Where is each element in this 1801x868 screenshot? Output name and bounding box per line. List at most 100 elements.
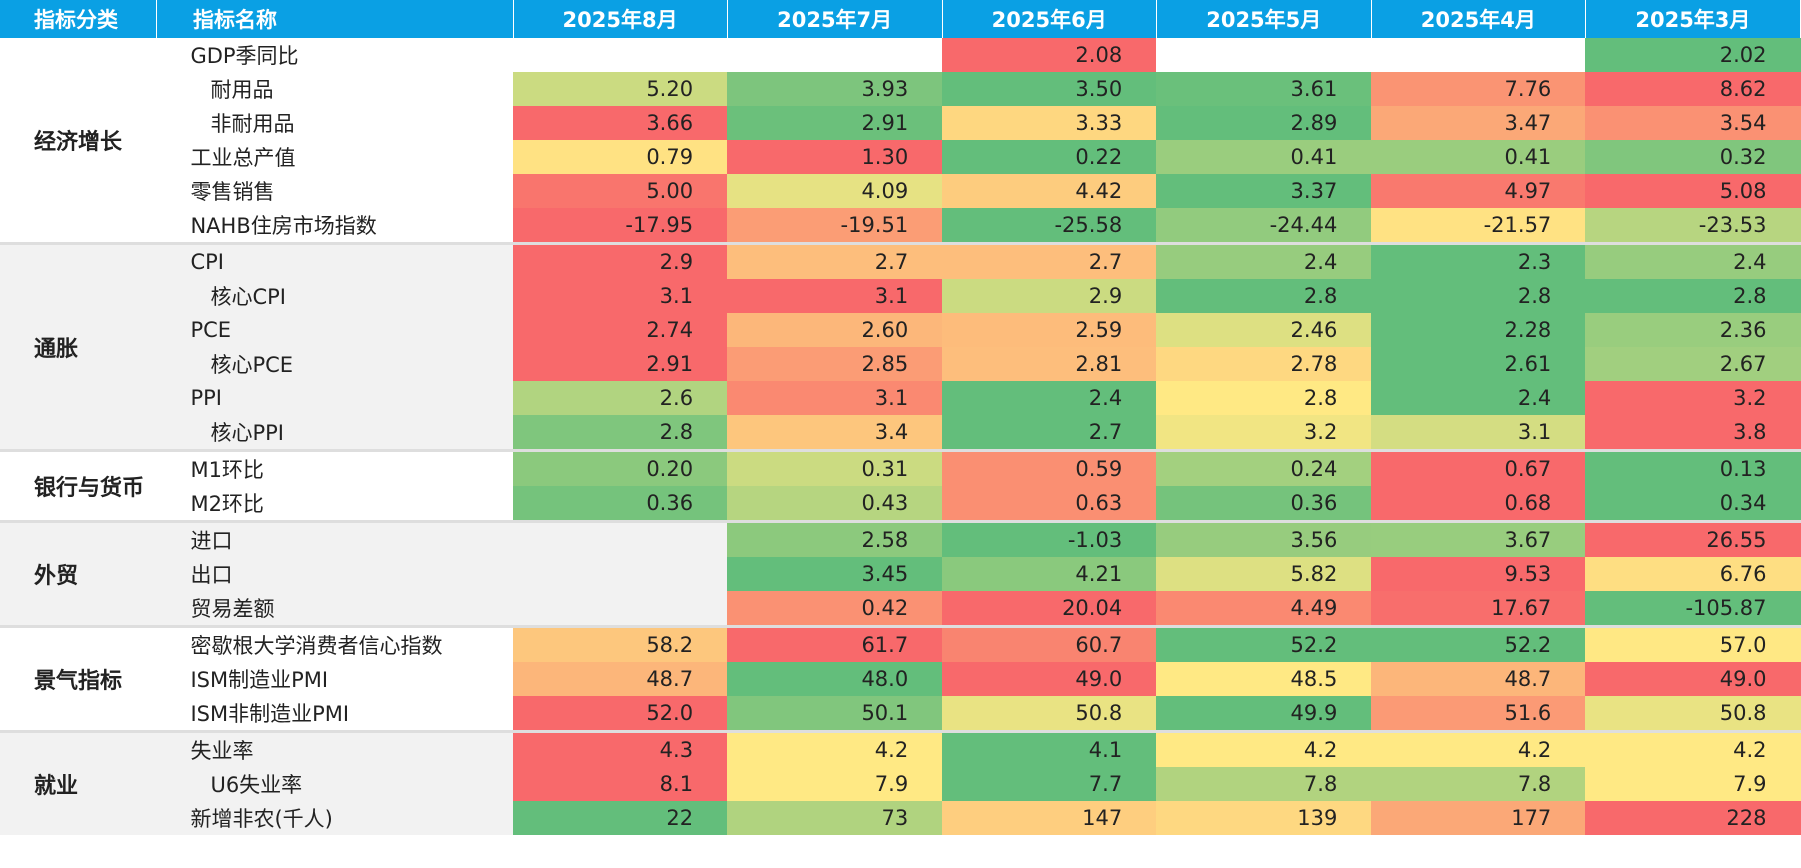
value-cell: 5.08 (1585, 174, 1801, 208)
value-cell: 2.8 (513, 415, 728, 451)
value-cell: 3.61 (1156, 72, 1372, 106)
indicator-name: 新增非农(千人) (156, 801, 514, 835)
value-cell: 177 (1371, 801, 1586, 835)
value-cell: 3.56 (1156, 520, 1372, 557)
value-cell: 0.67 (1371, 449, 1586, 486)
value-cell: 0.22 (942, 140, 1157, 174)
value-cell: 4.21 (942, 557, 1157, 591)
value-cell: 22 (513, 801, 728, 835)
value-cell: 7.8 (1156, 767, 1372, 801)
value-cell: 4.2 (1371, 730, 1586, 767)
value-cell: 7.8 (1371, 767, 1586, 801)
value-cell: 228 (1585, 801, 1801, 835)
value-cell: 4.97 (1371, 174, 1586, 208)
value-cell: 48.0 (727, 662, 943, 696)
value-cell: 3.66 (513, 106, 728, 140)
empty-cell (727, 38, 943, 72)
indicator-row: 核心CPI 3.1 3.1 2.9 2.8 2.8 2.8 (0, 279, 1801, 313)
value-cell: 2.4 (1585, 242, 1801, 279)
value-cell: 60.7 (942, 625, 1157, 662)
value-cell: 3.50 (942, 72, 1157, 106)
indicator-name: PCE (156, 313, 514, 347)
value-cell: 0.41 (1371, 140, 1586, 174)
header-month: 2025年3月 (1585, 0, 1801, 38)
indicator-name: M2环比 (156, 486, 514, 522)
indicator-name: 密歇根大学消费者信心指数 (156, 625, 514, 662)
value-cell: 2.60 (727, 313, 943, 347)
empty-cell (1156, 38, 1372, 72)
value-cell: 3.37 (1156, 174, 1372, 208)
value-cell: 3.1 (727, 279, 943, 313)
empty-cell (513, 520, 728, 557)
header-month: 2025年5月 (1156, 0, 1372, 38)
value-cell: 6.76 (1585, 557, 1801, 591)
value-cell: 49.0 (942, 662, 1157, 696)
indicator-row: PPI 2.6 3.1 2.4 2.8 2.4 3.2 (0, 381, 1801, 415)
indicator-row: 核心PCE 2.91 2.85 2.81 2.78 2.61 2.67 (0, 347, 1801, 381)
indicator-name: M1环比 (156, 449, 514, 486)
indicator-row: 经济增长 GDP季同比 2.08 2.02 (0, 38, 1801, 244)
value-cell: 61.7 (727, 625, 943, 662)
indicator-name: 耐用品 (156, 72, 514, 106)
value-cell: 0.36 (1156, 486, 1372, 522)
header-indicator-name: 指标名称 (156, 0, 514, 38)
value-cell: 2.67 (1585, 347, 1801, 381)
value-cell: 2.78 (1156, 347, 1372, 381)
value-cell: 3.67 (1371, 520, 1586, 557)
indicator-name: 工业总产值 (156, 140, 514, 174)
indicator-row: 贸易差额 0.42 20.04 4.49 17.67 -105.87 (0, 591, 1801, 627)
empty-cell (513, 557, 728, 591)
indicator-name: 贸易差额 (156, 591, 514, 627)
value-cell: 50.8 (942, 696, 1157, 732)
indicator-row: M2环比 0.36 0.43 0.63 0.36 0.68 0.34 (0, 486, 1801, 522)
heatmap-body: 经济增长 GDP季同比 2.08 2.02 耐用品 5.20 3.93 3.50 3.61 7.7… (0, 38, 1801, 835)
indicator-name: ISM制造业PMI (156, 662, 514, 696)
value-cell: 2.89 (1156, 106, 1372, 140)
indicator-name: NAHB住房市场指数 (156, 208, 514, 244)
indicator-row: PCE 2.74 2.60 2.59 2.46 2.28 2.36 (0, 313, 1801, 347)
value-cell: 4.09 (727, 174, 943, 208)
value-cell: -17.95 (513, 208, 728, 244)
value-cell: 0.63 (942, 486, 1157, 522)
value-cell: 7.7 (942, 767, 1157, 801)
value-cell: 2.61 (1371, 347, 1586, 381)
value-cell: 0.20 (513, 449, 728, 486)
value-cell: 58.2 (513, 625, 728, 662)
value-cell: 2.7 (942, 242, 1157, 279)
value-cell: 2.28 (1371, 313, 1586, 347)
indicator-name: 核心PCE (156, 347, 514, 381)
indicator-row: 零售销售 5.00 4.09 4.42 3.37 4.97 5.08 (0, 174, 1801, 208)
value-cell: 50.1 (727, 696, 943, 732)
empty-cell (513, 591, 728, 627)
indicator-row: 出口 3.45 4.21 5.82 9.53 6.76 (0, 557, 1801, 591)
value-cell: 2.8 (1371, 279, 1586, 313)
indicator-row: NAHB住房市场指数 -17.95 -19.51 -25.58 -24.44 -21.57… (0, 208, 1801, 244)
value-cell: 49.9 (1156, 696, 1372, 732)
value-cell: 48.7 (1371, 662, 1586, 696)
value-cell: 2.3 (1371, 242, 1586, 279)
value-cell: 51.6 (1371, 696, 1586, 732)
value-cell: 2.8 (1585, 279, 1801, 313)
value-cell: 0.43 (727, 486, 943, 522)
value-cell: 0.59 (942, 449, 1157, 486)
indicator-name: 出口 (156, 557, 514, 591)
value-cell: -23.53 (1585, 208, 1801, 244)
header-month: 2025年4月 (1371, 0, 1586, 38)
value-cell: 3.1 (513, 279, 728, 313)
indicator-name: ISM非制造业PMI (156, 696, 514, 732)
value-cell: 3.1 (727, 381, 943, 415)
value-cell: -1.03 (942, 520, 1157, 557)
value-cell: 0.24 (1156, 449, 1372, 486)
category-label: 银行与货币 (0, 449, 157, 522)
indicator-row: 耐用品 5.20 3.93 3.50 3.61 7.76 8.62 (0, 72, 1801, 106)
indicator-row: 新增非农(千人) 22 73 147 139 177 228 (0, 801, 1801, 835)
value-cell: 2.7 (942, 415, 1157, 451)
value-cell: 48.5 (1156, 662, 1372, 696)
value-cell: 3.33 (942, 106, 1157, 140)
category-label: 外贸 (0, 520, 157, 627)
category-label: 经济增长 (0, 38, 157, 244)
value-cell: 139 (1156, 801, 1372, 835)
value-cell: 2.81 (942, 347, 1157, 381)
value-cell: 1.30 (727, 140, 943, 174)
value-cell: 3.54 (1585, 106, 1801, 140)
